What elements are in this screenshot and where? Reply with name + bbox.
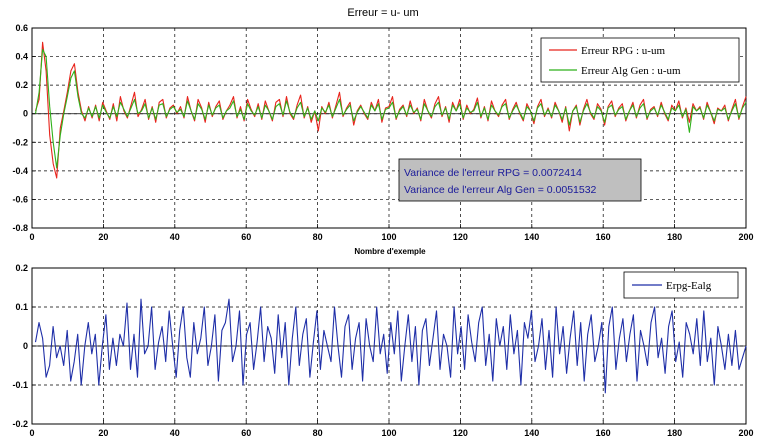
y-tick-label: 0.2 <box>15 263 28 273</box>
y-tick-label: 0.2 <box>15 80 28 90</box>
x-tick-label: 60 <box>241 232 251 242</box>
legend-label-diff: Erpg-Ealg <box>666 280 712 292</box>
y-tick-label: -0.1 <box>12 380 28 390</box>
y-tick-label: 0 <box>23 109 28 119</box>
y-tick-label: 0 <box>23 341 28 351</box>
series-line-1-0 <box>34 298 747 394</box>
top-series-lines <box>34 41 747 179</box>
y-tick-label: -0.4 <box>12 166 28 176</box>
top-panel: Erreur = u- um 0 20 40 60 80 100 120 140 160 180 2… <box>12 7 753 256</box>
x-tick-label: 0 <box>29 232 34 242</box>
x-tick-label: 20 <box>98 232 108 242</box>
legend-label-rpg: Erreur RPG : u-um <box>581 45 665 57</box>
x-tick-label: 80 <box>313 232 323 242</box>
x-tick-label: 0 <box>29 428 34 438</box>
top-legend: Erreur RPG : u-um Erreur Alg Gen : u-um <box>540 37 740 83</box>
x-tick-label: 100 <box>381 428 396 438</box>
x-tick-label: 180 <box>667 232 682 242</box>
bottom-y-tick-labels: 0.2 0.1 0 -0.1 -0.2 <box>12 263 28 429</box>
y-tick-label: -0.2 <box>12 419 28 429</box>
series-line-0-1 <box>34 48 747 169</box>
x-tick-label: 60 <box>241 428 251 438</box>
top-y-tick-labels: 0.6 0.4 0.2 0 -0.2 -0.4 -0.6 -0.8 <box>12 23 28 233</box>
x-tick-label: 20 <box>98 428 108 438</box>
x-tick-label: 40 <box>170 232 180 242</box>
x-tick-label: 180 <box>667 428 682 438</box>
top-x-tick-labels: 0 20 40 60 80 100 120 140 160 180 200 <box>29 232 753 242</box>
variance-rpg-text: Variance de l'erreur RPG = 0.0072414 <box>404 167 582 179</box>
variance-annotation-box <box>398 158 642 202</box>
legend-label-alggen: Erreur Alg Gen : u-um <box>581 65 681 77</box>
x-tick-label: 140 <box>524 428 539 438</box>
x-tick-label: 160 <box>596 232 611 242</box>
bottom-legend: Erpg-Ealg <box>623 271 739 299</box>
x-tick-label: 40 <box>170 428 180 438</box>
y-tick-label: 0.4 <box>15 52 28 62</box>
x-tick-label: 100 <box>381 232 396 242</box>
y-tick-label: -0.6 <box>12 194 28 204</box>
top-legend-box <box>540 37 740 83</box>
bottom-series-lines <box>34 298 747 394</box>
x-tick-label: 120 <box>453 232 468 242</box>
bottom-panel: 0 20 40 60 80 100 120 140 160 180 200 0.2 0.1 0 -0.1 -… <box>12 263 753 438</box>
y-tick-label: -0.8 <box>12 223 28 233</box>
x-tick-label: 120 <box>453 428 468 438</box>
x-tick-label: 140 <box>524 232 539 242</box>
x-tick-label: 80 <box>313 428 323 438</box>
variance-alggen-text: Variance de l'erreur Alg Gen = 0.0051532 <box>404 184 597 196</box>
variance-annotation: Variance de l'erreur RPG = 0.0072414 Var… <box>398 158 642 202</box>
bottom-x-tick-labels: 0 20 40 60 80 100 120 140 160 180 200 <box>29 428 753 438</box>
top-chart-title: Erreur = u- um <box>347 7 418 19</box>
x-tick-label: 200 <box>738 428 753 438</box>
y-tick-label: 0.1 <box>15 302 28 312</box>
y-tick-label: -0.2 <box>12 137 28 147</box>
y-tick-label: 0.6 <box>15 23 28 33</box>
x-tick-label: 160 <box>596 428 611 438</box>
x-tick-label: 200 <box>738 232 753 242</box>
top-x-axis-label: Nombre d'exemple <box>354 247 426 256</box>
